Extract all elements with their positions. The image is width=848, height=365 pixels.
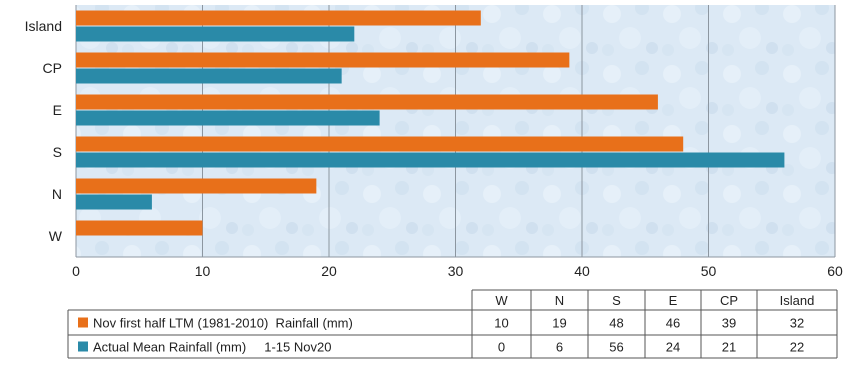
bar-actual-island bbox=[76, 26, 355, 42]
table-cell: 24 bbox=[666, 340, 680, 355]
y-tick-label: CP bbox=[43, 60, 62, 76]
gridlines bbox=[75, 5, 836, 258]
legend-key-actual bbox=[78, 341, 88, 352]
x-tick-label: 60 bbox=[827, 263, 843, 279]
y-tick-label: S bbox=[53, 144, 62, 160]
table-cell: 39 bbox=[722, 316, 736, 331]
bar-actual-cp bbox=[76, 68, 342, 84]
x-tick-label: 40 bbox=[574, 263, 590, 279]
legend-key-ltm bbox=[78, 317, 88, 328]
table-cell: 21 bbox=[722, 340, 736, 355]
table-header-cell: W bbox=[495, 293, 508, 308]
table-cell: 46 bbox=[666, 316, 680, 331]
table-cell: 32 bbox=[790, 316, 804, 331]
y-tick-label: Island bbox=[25, 18, 62, 34]
table-cell: 0 bbox=[498, 340, 505, 355]
y-tick-label: N bbox=[52, 186, 62, 202]
bar-ltm-w bbox=[76, 220, 203, 236]
y-tick-label: E bbox=[53, 102, 62, 118]
table-header-cell: E bbox=[669, 293, 678, 308]
x-tick-label: 30 bbox=[448, 263, 464, 279]
x-tick-label: 0 bbox=[72, 263, 80, 279]
data-table: W N S E CP Island Nov first half LTM (1981-201… bbox=[67, 289, 838, 359]
bar-ltm-island bbox=[76, 10, 481, 26]
bars bbox=[76, 10, 785, 236]
table-header-cell: N bbox=[555, 293, 564, 308]
x-tick-label: 50 bbox=[701, 263, 717, 279]
bar-ltm-s bbox=[76, 136, 684, 152]
y-axis-labels: Island CP E S N W bbox=[25, 18, 63, 244]
bar-actual-e bbox=[76, 110, 380, 126]
table-cell: 10 bbox=[494, 316, 508, 331]
table-cell: 22 bbox=[790, 340, 804, 355]
bar-ltm-cp bbox=[76, 52, 570, 68]
legend-label-actual: Actual Mean Rainfall (mm) 1-15 Nov20 bbox=[93, 340, 331, 355]
table-cell: 6 bbox=[556, 340, 563, 355]
bar-ltm-e bbox=[76, 94, 658, 110]
table-cell: 19 bbox=[552, 316, 566, 331]
bar-ltm-n bbox=[76, 178, 317, 194]
table-header-cell: Island bbox=[780, 293, 815, 308]
bar-actual-n bbox=[76, 194, 152, 210]
x-axis-labels: 0 10 20 30 40 50 60 bbox=[72, 263, 843, 279]
x-tick-label: 10 bbox=[195, 263, 211, 279]
table-cell: 56 bbox=[609, 340, 623, 355]
table-cell: 48 bbox=[609, 316, 623, 331]
x-tick-label: 20 bbox=[321, 263, 337, 279]
legend-label-ltm: Nov first half LTM (1981-2010) Rainfall … bbox=[93, 316, 353, 331]
table-header-cell: S bbox=[612, 293, 621, 308]
bar-actual-s bbox=[76, 152, 785, 168]
table-header-cell: CP bbox=[720, 293, 738, 308]
y-tick-label: W bbox=[49, 228, 63, 244]
